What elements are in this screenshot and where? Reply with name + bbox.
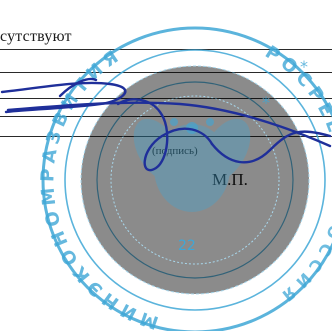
svg-text:*: * (262, 93, 270, 112)
signature-caption: (подпись) (152, 145, 198, 157)
seal-ring-text-3: РОССИЯ (274, 205, 332, 308)
svg-text:*: * (300, 57, 308, 76)
form-line-1 (0, 49, 332, 50)
form-line-4 (0, 116, 332, 117)
stamp-place-label: М.П. (212, 170, 248, 189)
form-line-2 (0, 72, 332, 73)
seal-number: 22 (178, 238, 196, 254)
seal-ring-text-1: МИНЭКОНОМРАЗВИТИЯ (37, 44, 156, 331)
svg-text:РОССИЯ: РОССИЯ (274, 205, 332, 308)
svg-text:МИНЭКОНОМРАЗВИТИЯ: МИНЭКОНОМРАЗВИТИЯ (37, 44, 161, 331)
document-text-fragment: сутствуют (0, 28, 72, 45)
form-line-3 (0, 98, 332, 99)
form-line-5 (0, 136, 332, 137)
